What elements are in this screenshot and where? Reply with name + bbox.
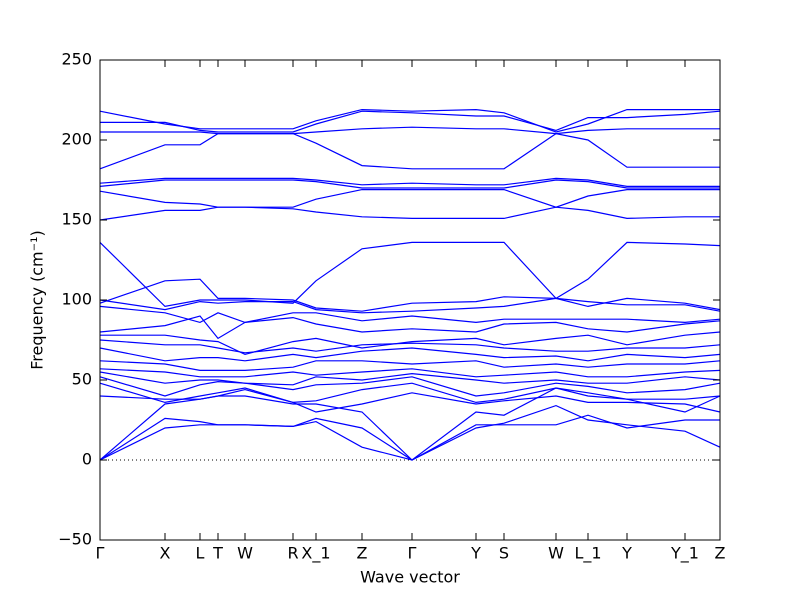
band-line bbox=[100, 126, 720, 135]
x-tick-label: Y bbox=[621, 544, 632, 563]
y-tick-label: 50 bbox=[72, 370, 92, 389]
band-line bbox=[99, 179, 720, 189]
x-tick-label: Γ bbox=[408, 544, 417, 563]
band-line bbox=[99, 305, 721, 324]
x-tick-label: Y_1 bbox=[670, 544, 699, 564]
band-line bbox=[99, 241, 721, 308]
band-line bbox=[99, 376, 721, 397]
band-line bbox=[99, 382, 721, 404]
x-tick-label: Γ bbox=[96, 544, 105, 563]
x-tick-label: X_1 bbox=[301, 544, 330, 564]
y-tick-label: 200 bbox=[61, 130, 92, 149]
x-tick-label: R bbox=[287, 544, 298, 563]
x-tick-label: Y bbox=[470, 544, 481, 563]
band-line bbox=[100, 110, 721, 133]
band-line bbox=[99, 177, 720, 187]
x-tick-label: X bbox=[160, 544, 171, 563]
y-tick-label: −50 bbox=[58, 530, 92, 549]
y-tick-label: 250 bbox=[61, 50, 92, 69]
band-line bbox=[99, 368, 721, 378]
y-tick-label: 150 bbox=[61, 210, 92, 229]
band-line bbox=[99, 414, 720, 461]
band-line bbox=[99, 360, 721, 371]
band-line bbox=[99, 347, 721, 362]
band-line bbox=[99, 339, 721, 354]
band-line bbox=[99, 108, 720, 133]
x-tick-label: W bbox=[237, 544, 253, 563]
band-line bbox=[99, 371, 721, 386]
x-tick-label: S bbox=[499, 544, 509, 563]
x-tick-label: Z bbox=[715, 544, 726, 563]
x-tick-label: Z bbox=[357, 544, 368, 563]
x-tick-label: T bbox=[212, 544, 223, 563]
x-tick-label: L_1 bbox=[574, 544, 601, 564]
y-axis-label: Frequency (cm⁻¹) bbox=[28, 230, 47, 369]
band-line bbox=[99, 297, 721, 314]
band-line bbox=[99, 132, 720, 170]
band-line bbox=[99, 278, 721, 312]
band-line bbox=[99, 315, 721, 340]
band-line bbox=[99, 206, 720, 221]
y-tick-label: 100 bbox=[61, 290, 92, 309]
band-line bbox=[99, 189, 720, 208]
band-line bbox=[99, 387, 721, 461]
band-line bbox=[100, 331, 721, 356]
x-axis-label: Wave vector bbox=[360, 568, 460, 587]
x-tick-label: W bbox=[548, 544, 564, 563]
x-tick-label: L bbox=[196, 544, 205, 563]
y-tick-label: 0 bbox=[82, 450, 92, 469]
band-line bbox=[99, 404, 721, 461]
